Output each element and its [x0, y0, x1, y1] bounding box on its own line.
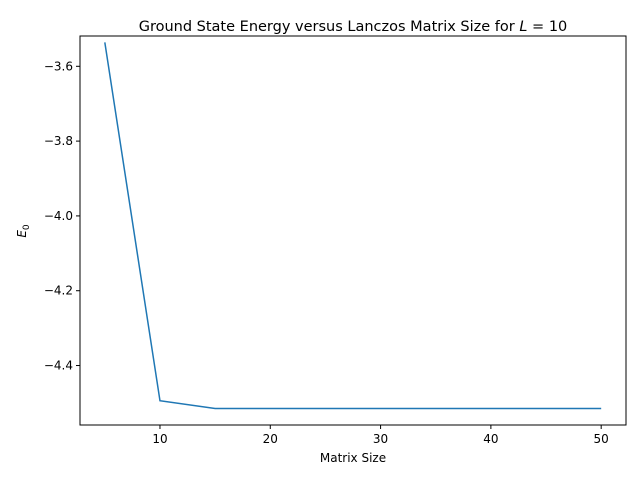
x-tick-label: 10: [152, 432, 167, 446]
x-axis-label: Matrix Size: [320, 451, 386, 465]
plot-frame: [80, 36, 626, 425]
x-tick-label: 20: [263, 432, 278, 446]
plot-border: [79, 35, 627, 426]
y-axis-ticks: −3.6 −3.8 −4.0 −4.2 −4.4: [44, 59, 80, 373]
series-line-0: [104, 42, 602, 410]
y-tick-label: −3.8: [44, 134, 73, 148]
series-layer: [104, 42, 602, 410]
chart-title: Ground State Energy versus Lanczos Matri…: [139, 19, 568, 35]
y-tick-label: −4.2: [44, 284, 73, 298]
x-axis-ticks: 10 20 30 40 50: [152, 425, 609, 446]
y-tick-label: −3.6: [44, 59, 73, 73]
y-tick-label: −4.4: [44, 359, 73, 373]
plot-area: [79, 35, 627, 426]
y-axis-label: E0: [15, 224, 32, 238]
x-tick-label: 30: [373, 432, 388, 446]
x-tick-label: 50: [594, 432, 609, 446]
y-tick-label: −4.0: [44, 209, 73, 223]
x-tick-label: 40: [483, 432, 498, 446]
